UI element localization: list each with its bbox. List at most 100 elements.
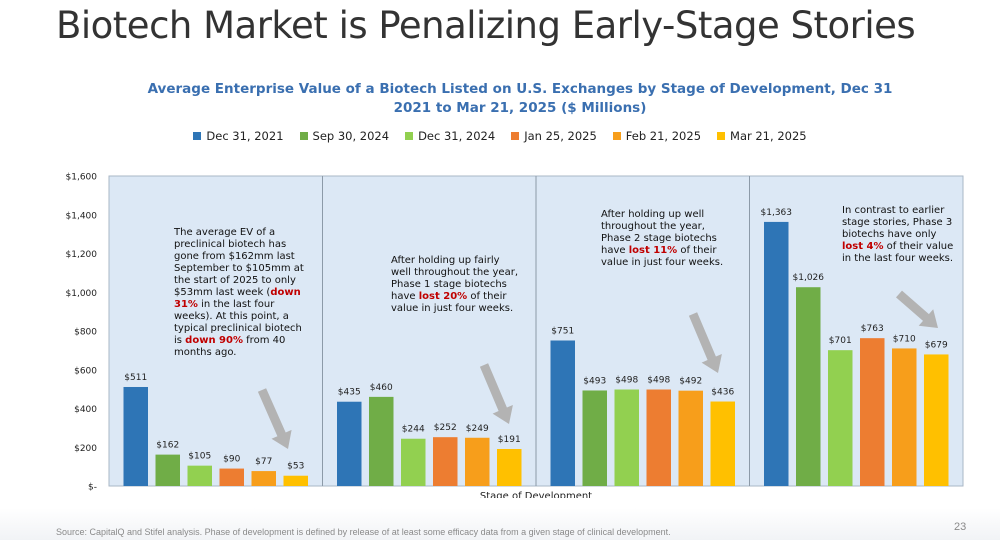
x-axis-label: Stage of Development (480, 491, 592, 498)
annotation-segment: in the last four (198, 299, 275, 310)
bar (433, 437, 458, 486)
annotation-text: The average EV of a preclinical biotech h… (173, 227, 304, 358)
annotation-text: In contrast to earlier stage stories, Pha… (842, 205, 953, 264)
bar (155, 454, 180, 486)
y-tick-label: $1,400 (66, 211, 98, 221)
y-tick-label: $1,200 (66, 250, 98, 260)
annotation-segment: the start of 2025 to only (174, 275, 296, 286)
y-tick-label: $- (88, 483, 97, 493)
y-tick-label: $400 (74, 405, 97, 415)
bar (219, 468, 244, 486)
page-number: 23 (954, 521, 967, 533)
bar-value-label: $435 (338, 388, 361, 398)
annotation-segment: biotechs have only (842, 229, 936, 240)
legend-item: Jan 25, 2025 (511, 129, 597, 143)
annotation-segment: value in just four weeks. (391, 303, 513, 314)
source-footnote: Source: CapitalQ and Stifel analysis. Ph… (56, 527, 671, 537)
y-tick-label: $800 (74, 328, 97, 338)
annotation-segment: The average EV of a (173, 227, 275, 238)
y-tick-label: $200 (74, 444, 97, 454)
annotation-segment: months ago. (174, 347, 236, 358)
annotation-segment: $53mm last week ( (174, 287, 270, 298)
chart-legend: Dec 31, 2021 Sep 30, 2024 Dec 31, 2024 Jan … (0, 129, 1000, 143)
bar (123, 386, 148, 486)
bar (646, 389, 671, 486)
annotation-segment: preclinical biotech has (174, 239, 286, 250)
bar (614, 389, 639, 486)
bar (283, 475, 308, 486)
slide-title: Biotech Market is Penalizing Early-Stage… (56, 4, 916, 47)
bar (924, 354, 949, 486)
legend-swatch (717, 132, 726, 140)
legend-item: Dec 31, 2021 (193, 129, 284, 143)
bar (796, 287, 821, 486)
annotation-segment: of their (677, 245, 717, 256)
bar (401, 438, 426, 486)
bar (337, 401, 362, 486)
annotation-segment: weeks). At this point, a (174, 311, 289, 322)
legend-label: Sep 30, 2024 (312, 129, 390, 143)
y-tick-label: $1,000 (66, 289, 98, 299)
legend-label: Dec 31, 2024 (418, 129, 496, 143)
annotation-segment: After holding up fairly (391, 255, 500, 266)
bar-value-label: $498 (615, 376, 638, 386)
annotation-segment: stage stories, Phase 3 (842, 217, 952, 228)
bar-value-label: $701 (829, 336, 852, 346)
bar-value-label: $460 (370, 383, 393, 393)
legend-label: Mar 21, 2025 (730, 129, 807, 143)
legend-item: Dec 31, 2024 (405, 129, 495, 143)
bar-value-label: $492 (679, 377, 702, 387)
down-arrow-icon (257, 388, 292, 449)
annotation-highlight: down 90% (185, 335, 243, 346)
bar-value-label: $249 (466, 424, 489, 434)
bar-value-label: $498 (647, 376, 670, 386)
bar-value-label: $751 (551, 326, 574, 336)
bar-value-label: $710 (893, 334, 916, 344)
legend-swatch (612, 132, 621, 140)
legend-label: Feb 21, 2025 (625, 129, 702, 143)
bar (710, 401, 735, 486)
annotation-highlight: down (270, 287, 300, 298)
bar-value-label: $1,026 (793, 273, 825, 283)
bar (764, 221, 789, 486)
legend-swatch (405, 132, 414, 140)
bar-value-label: $77 (255, 457, 272, 467)
annotation-segment: typical preclinical biotech (174, 323, 302, 334)
down-arrow-icon (896, 290, 938, 328)
chart-title: Average Enterprise Value of a Biotech Li… (147, 81, 893, 116)
annotation-segment: from 40 (243, 335, 285, 346)
annotation-segment: After holding up well (601, 209, 704, 220)
annotation-segment: of their (467, 291, 507, 302)
legend-item: Feb 21, 2025 (612, 129, 702, 143)
down-arrow-icon (688, 312, 722, 373)
legend-swatch (511, 132, 520, 140)
legend-item: Sep 30, 2024 (299, 129, 390, 143)
legend-swatch (299, 132, 308, 140)
annotation-highlight: lost 11% (629, 245, 677, 256)
y-tick-label: $1,600 (66, 173, 98, 183)
footer-band (0, 508, 1000, 540)
annotation-segment: in the last four weeks. (842, 253, 953, 264)
bar (860, 338, 885, 486)
bar (582, 390, 607, 486)
bar (497, 448, 522, 486)
legend-label: Jan 25, 2025 (524, 129, 597, 143)
bar (828, 350, 853, 486)
annotation-highlight: lost 20% (419, 291, 467, 302)
annotation-segment: well throughout the year, (391, 267, 518, 278)
annotation-segment: have (601, 245, 629, 256)
annotation-segment: value in just four weeks. (601, 257, 723, 268)
annotation-segment: of their value (884, 241, 954, 252)
annotation-text: After holding up well throughout the year… (601, 209, 723, 268)
annotation-highlight: 31% (174, 299, 198, 310)
bar (678, 390, 703, 486)
bar-value-label: $1,363 (761, 208, 793, 218)
bar-value-label: $436 (711, 388, 734, 398)
annotation-segment: is (174, 335, 185, 346)
bar (550, 340, 575, 486)
bar-value-label: $511 (124, 373, 147, 383)
bar-value-label: $252 (434, 423, 457, 433)
bar-value-label: $53 (287, 462, 304, 472)
bar-value-label: $162 (156, 441, 179, 451)
y-tick-label: $600 (74, 366, 97, 376)
